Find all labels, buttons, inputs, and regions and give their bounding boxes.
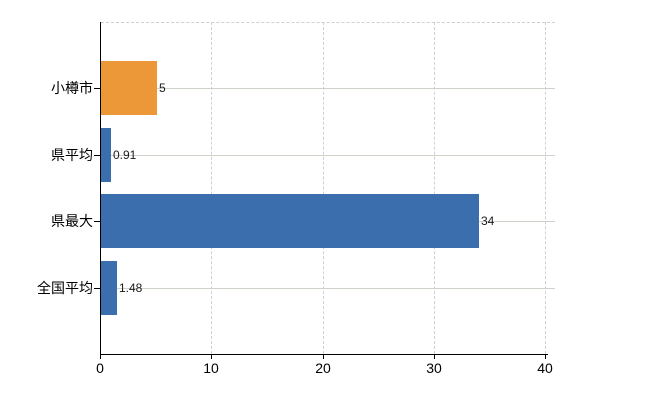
- bar: [101, 194, 479, 248]
- bar-value-label: 1.48: [119, 281, 143, 295]
- bar: [101, 261, 117, 315]
- gridline-horizontal: [101, 88, 555, 89]
- category-label: 全国平均: [37, 280, 93, 296]
- y-axis-tick: [94, 88, 100, 89]
- bar-value-label: 34: [481, 214, 495, 228]
- gridline-vertical: [434, 22, 435, 354]
- x-axis-line: [100, 354, 548, 355]
- bar-value-label: 5: [159, 81, 166, 95]
- bar-value-label: 0.91: [113, 148, 137, 162]
- x-tick-label: 10: [203, 360, 219, 376]
- gridline-horizontal: [101, 155, 555, 156]
- y-axis-tick: [94, 221, 100, 222]
- bar: [101, 61, 157, 115]
- y-axis-line: [100, 22, 101, 354]
- x-axis-tick: [545, 354, 546, 359]
- x-axis-tick: [211, 354, 212, 359]
- gridline-horizontal: [101, 288, 555, 289]
- x-axis-tick: [323, 354, 324, 359]
- x-tick-label: 20: [315, 360, 331, 376]
- y-axis-tick: [94, 288, 100, 289]
- category-label: 県平均: [51, 147, 93, 163]
- x-tick-label: 40: [537, 360, 553, 376]
- bar: [101, 128, 111, 182]
- gridline-vertical: [323, 22, 324, 354]
- y-axis-tick: [94, 155, 100, 156]
- x-axis-tick: [100, 354, 101, 359]
- gridline-vertical: [545, 22, 546, 354]
- plot-top-border: [101, 22, 555, 23]
- x-axis-tick: [434, 354, 435, 359]
- category-label: 県最大: [51, 213, 93, 229]
- x-tick-label: 0: [96, 360, 104, 376]
- gridline-vertical: [211, 22, 212, 354]
- x-tick-label: 30: [426, 360, 442, 376]
- category-label: 小樽市: [51, 80, 93, 96]
